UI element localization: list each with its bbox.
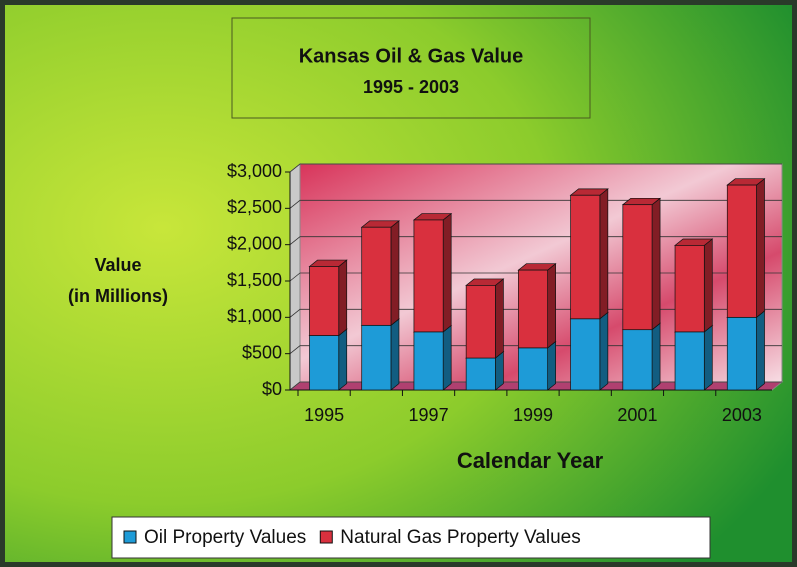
grid-line <box>289 272 782 282</box>
bar <box>413 331 444 391</box>
bar <box>413 219 444 333</box>
chart-title: Kansas Oil & Gas Value <box>299 45 524 67</box>
y-tick-label: $3,000 <box>227 161 282 181</box>
legend-label: Oil Property Values <box>144 527 306 548</box>
legend-box <box>111 516 711 559</box>
chart-subtitle: 1995 - 2003 <box>363 77 459 97</box>
bar-side <box>390 318 400 391</box>
x-tick-label: 1995 <box>304 405 344 425</box>
x-tick-label: 2001 <box>617 405 657 425</box>
bar-side <box>495 278 504 359</box>
bar-side <box>442 212 452 333</box>
y-axis-title: Value <box>94 255 141 275</box>
bar-side <box>442 324 452 391</box>
bar <box>726 184 757 318</box>
bar <box>570 318 601 391</box>
y-axis-title: (in Millions) <box>68 286 168 306</box>
bar-side <box>338 328 348 391</box>
bar-side <box>703 238 713 333</box>
bar-side <box>547 262 556 349</box>
bar <box>309 335 340 391</box>
bar <box>622 204 653 331</box>
bar-side <box>651 197 661 331</box>
bar <box>518 269 548 349</box>
bar-side <box>599 311 609 391</box>
grid-line <box>289 308 782 318</box>
bar <box>570 194 601 320</box>
grid-line <box>289 236 782 245</box>
bar <box>622 329 653 391</box>
bar-side <box>599 188 609 320</box>
legend-label: Natural Gas Property Values <box>340 527 580 548</box>
grid-line <box>289 381 782 391</box>
bar <box>674 245 705 333</box>
title-box <box>231 17 591 119</box>
bar-side <box>338 259 348 337</box>
y-tick-label: $500 <box>242 342 282 362</box>
legend-swatch <box>319 530 333 544</box>
grid-line <box>289 163 782 173</box>
bar <box>465 285 496 359</box>
y-tick-label: $2,000 <box>227 233 282 253</box>
x-tick-label: 2003 <box>722 405 762 425</box>
x-tick-label: 1997 <box>409 405 449 425</box>
bar-side <box>703 324 713 391</box>
bar-side <box>390 220 400 327</box>
bar <box>726 316 757 391</box>
y-tick-label: $2,500 <box>227 197 282 217</box>
bar <box>361 324 392 391</box>
x-axis-title: Calendar Year <box>457 448 604 473</box>
y-tick-label: $0 <box>262 379 282 399</box>
bar-side <box>651 322 661 391</box>
bar <box>674 331 705 391</box>
bar <box>518 347 548 391</box>
bar-side <box>547 340 556 391</box>
y-tick-label: $1,000 <box>227 306 282 326</box>
bar <box>309 266 340 336</box>
bar-side <box>756 177 765 319</box>
bar <box>361 226 392 326</box>
y-tick-label: $1,500 <box>227 270 282 290</box>
bar <box>465 357 496 391</box>
grid-line <box>289 199 782 209</box>
grid-line <box>289 345 782 354</box>
legend-swatch <box>123 530 137 544</box>
x-tick-label: 1999 <box>513 405 553 425</box>
bar-side <box>756 310 765 391</box>
